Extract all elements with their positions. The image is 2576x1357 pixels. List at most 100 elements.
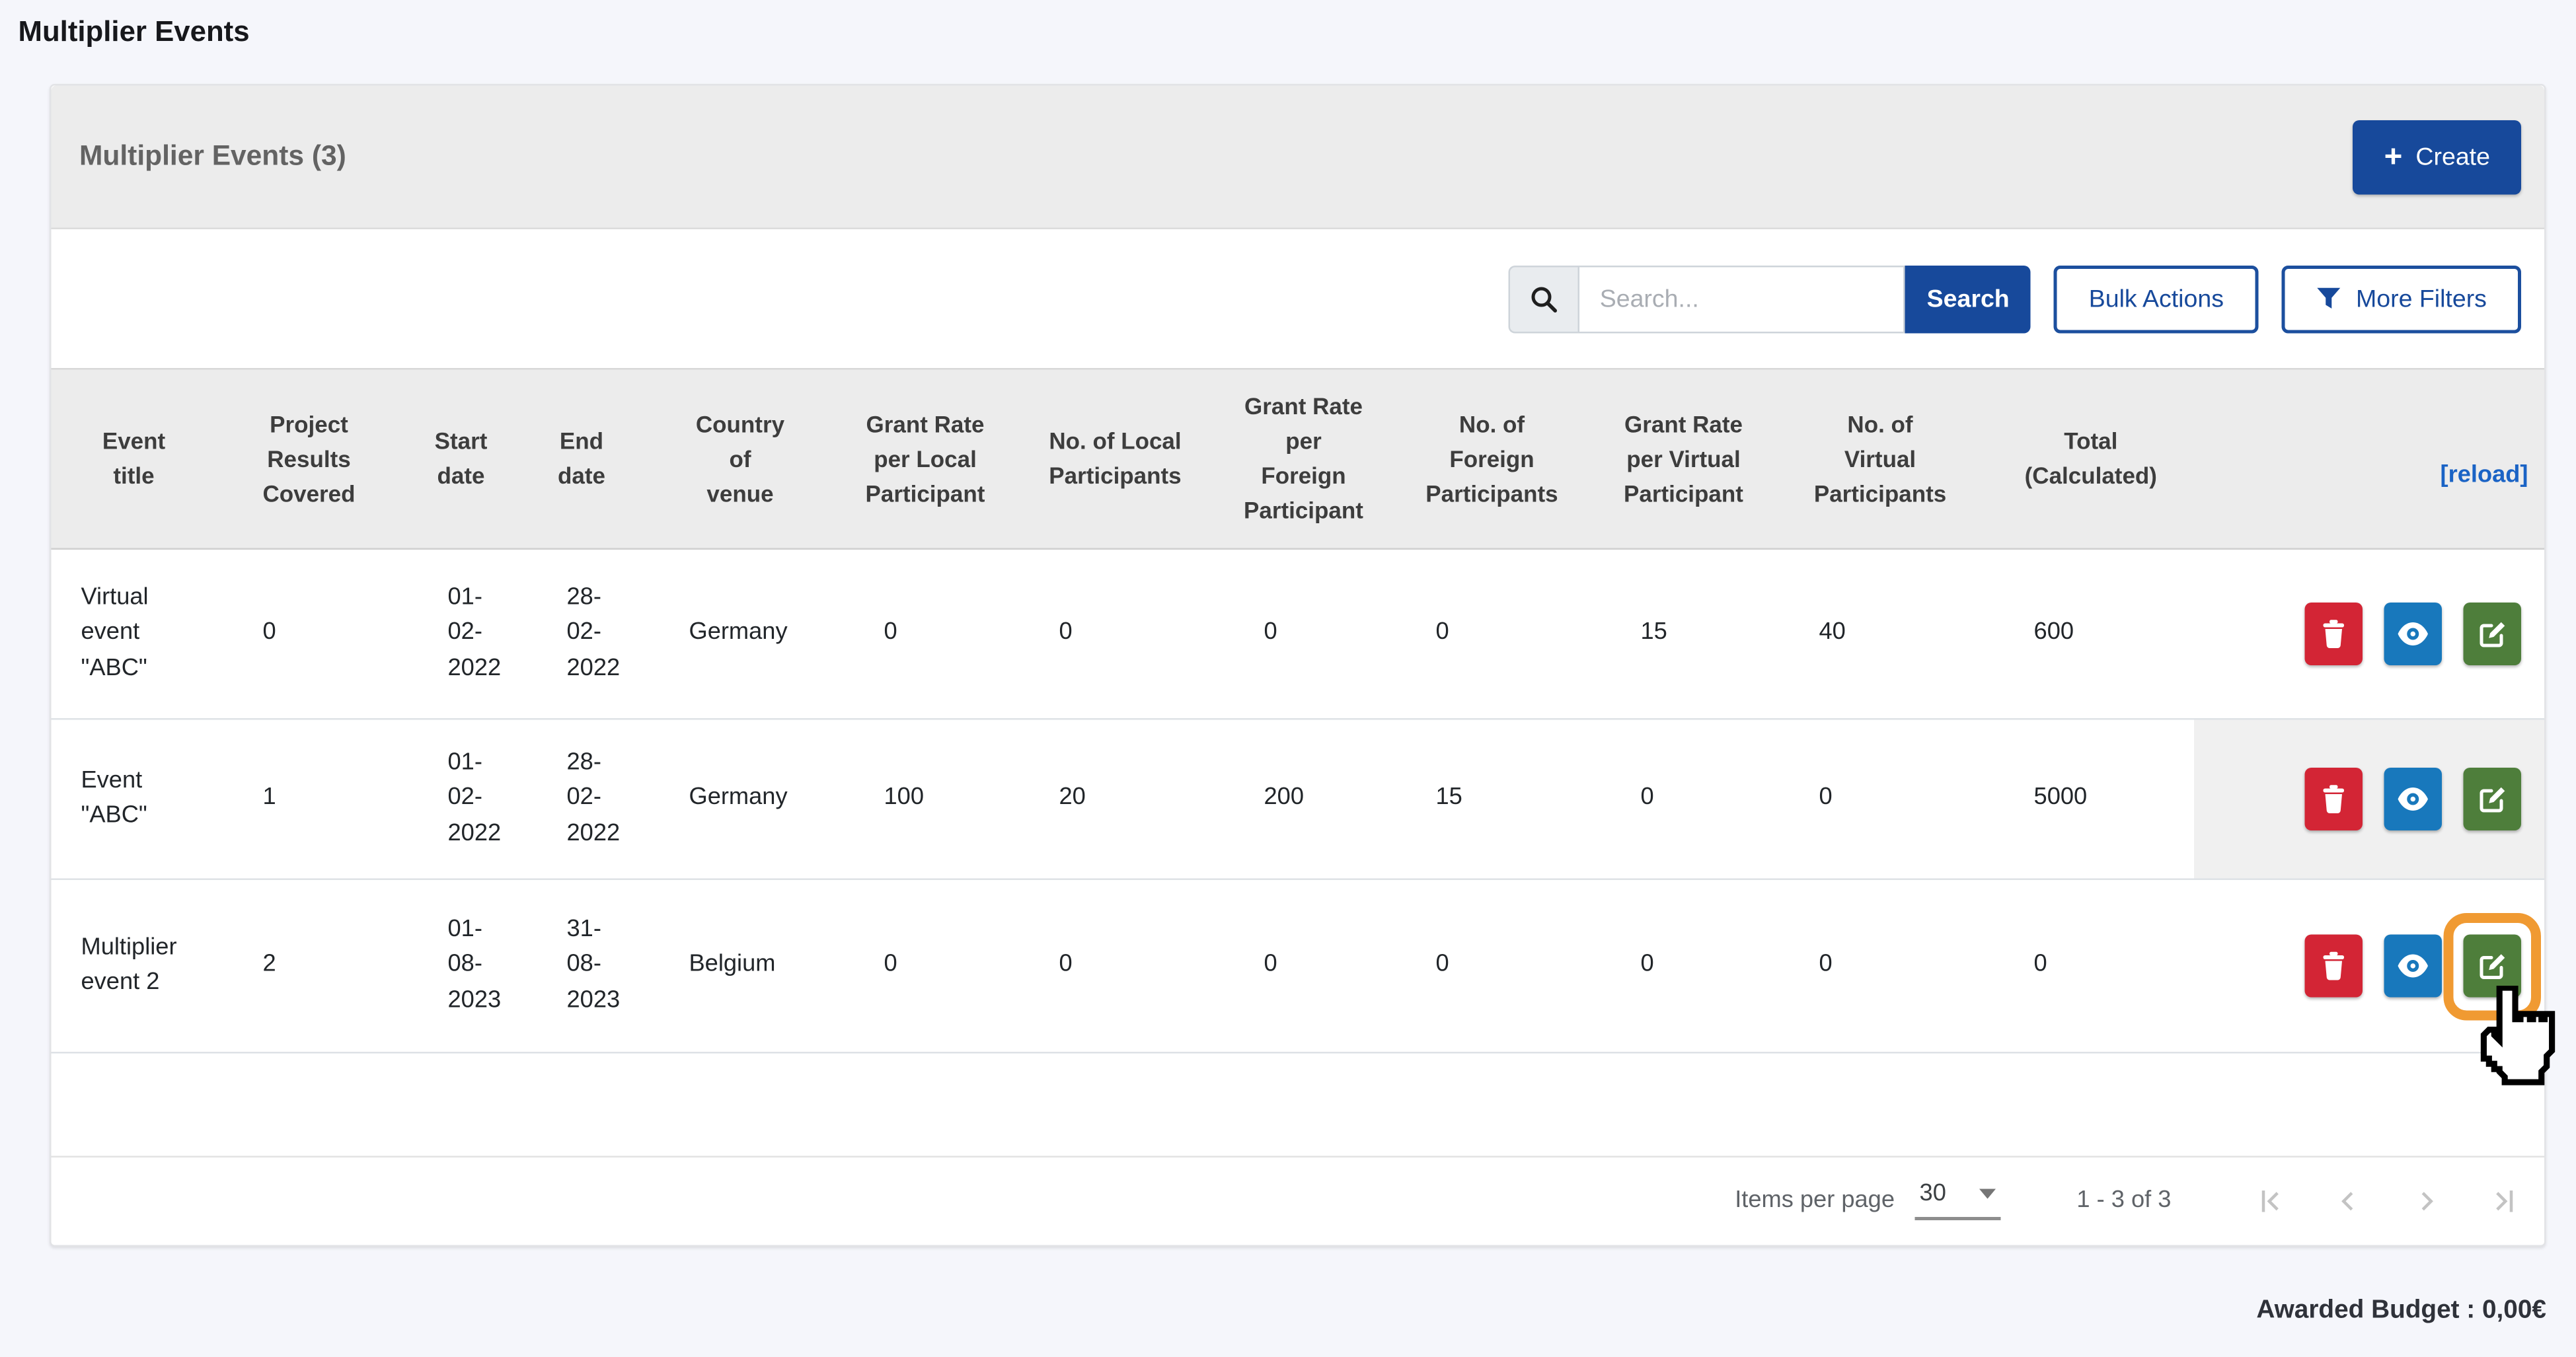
- cell-project-results: 2: [217, 879, 402, 1053]
- delete-button[interactable]: [2305, 603, 2363, 665]
- table-row: Event "ABC" 1 01-02-2022 28-02-2022 Germ…: [52, 719, 2545, 879]
- last-page-icon: [2490, 1187, 2519, 1215]
- multiplier-events-panel: Multiplier Events (3) + Create Search Bu…: [50, 84, 2546, 1246]
- events-table: Event title Project Results Covered Star…: [52, 368, 2545, 1155]
- empty-row: [52, 1052, 2545, 1155]
- view-button[interactable]: [2384, 768, 2443, 830]
- more-filters-button[interactable]: More Filters: [2282, 265, 2522, 333]
- search-icon: [1509, 265, 1578, 333]
- cell-end-date: 28-02-2022: [521, 719, 643, 879]
- edit-button[interactable]: [2464, 935, 2522, 998]
- previous-page-button[interactable]: [2335, 1187, 2363, 1215]
- edit-icon: [2478, 784, 2507, 814]
- cell-actions: [2194, 879, 2544, 1053]
- page-title: Multiplier Events: [19, 15, 2576, 50]
- next-page-button[interactable]: [2412, 1187, 2441, 1215]
- plus-icon: +: [2384, 141, 2403, 172]
- cell-actions: [2194, 719, 2544, 879]
- col-header-event-title: Event title: [52, 369, 217, 549]
- cell-no-foreign: 0: [1390, 879, 1595, 1053]
- next-page-icon: [2412, 1187, 2441, 1215]
- cell-country: Belgium: [643, 879, 838, 1053]
- cell-actions: [2194, 549, 2544, 719]
- items-per-page-label: Items per page: [1735, 1187, 1895, 1214]
- page-range-label: 1 - 3 of 3: [2076, 1187, 2171, 1214]
- dropdown-arrow-icon: [1979, 1189, 1996, 1199]
- cell-grant-virtual: 0: [1595, 719, 1773, 879]
- cell-project-results: 0: [217, 549, 402, 719]
- filter-funnel-icon: [2316, 287, 2341, 311]
- awarded-budget-label: Awarded Budget : 0,00€: [0, 1296, 2576, 1325]
- cell-event-title: Multiplier event 2: [52, 879, 217, 1053]
- create-button[interactable]: + Create: [2353, 120, 2521, 194]
- cell-event-title: Event "ABC": [52, 719, 217, 879]
- create-button-label: Create: [2415, 143, 2490, 171]
- edit-icon: [2478, 619, 2507, 649]
- last-page-button[interactable]: [2490, 1187, 2519, 1215]
- items-per-page-select[interactable]: 30: [1914, 1181, 2000, 1220]
- col-header-no-virtual: No. of Virtual Participants: [1773, 369, 1988, 549]
- col-header-grant-local: Grant Rate per Local Participant: [838, 369, 1013, 549]
- col-header-start-date: Start date: [402, 369, 521, 549]
- trash-icon: [2320, 619, 2348, 649]
- col-header-no-foreign: No. of Foreign Participants: [1390, 369, 1595, 549]
- cell-grant-foreign: 200: [1218, 719, 1390, 879]
- panel-title: Multiplier Events (3): [79, 140, 346, 173]
- cell-no-local: 20: [1013, 719, 1218, 879]
- edit-button[interactable]: [2464, 603, 2522, 665]
- view-button[interactable]: [2384, 935, 2443, 998]
- search-input[interactable]: [1578, 265, 1905, 333]
- view-button[interactable]: [2384, 603, 2443, 665]
- page: Multiplier Events Multiplier Events (3) …: [0, 15, 2576, 1357]
- panel-header: Multiplier Events (3) + Create: [52, 86, 2545, 230]
- cell-country: Germany: [643, 719, 838, 879]
- cell-project-results: 1: [217, 719, 402, 879]
- col-header-country: Country of venue: [643, 369, 838, 549]
- col-header-grant-foreign: Grant Rate per Foreign Participant: [1218, 369, 1390, 549]
- cell-start-date: 01-08-2023: [402, 879, 521, 1053]
- cell-no-virtual: 40: [1773, 549, 1988, 719]
- cell-no-local: 0: [1013, 879, 1218, 1053]
- cell-grant-local: 0: [838, 549, 1013, 719]
- trash-icon: [2320, 784, 2348, 814]
- cell-no-foreign: 15: [1390, 719, 1595, 879]
- toolbar: Search Bulk Actions More Filters: [52, 229, 2545, 368]
- search-button[interactable]: Search: [1905, 265, 2031, 333]
- table-row: Virtual event "ABC" 0 01-02-2022 28-02-2…: [52, 549, 2545, 719]
- delete-button[interactable]: [2305, 768, 2363, 830]
- col-header-grant-virtual: Grant Rate per Virtual Participant: [1595, 369, 1773, 549]
- more-filters-label: More Filters: [2356, 285, 2487, 313]
- delete-button[interactable]: [2305, 935, 2363, 998]
- cell-no-local: 0: [1013, 549, 1218, 719]
- cell-grant-virtual: 0: [1595, 879, 1773, 1053]
- cell-no-virtual: 0: [1773, 719, 1988, 879]
- edit-button[interactable]: [2464, 768, 2522, 830]
- cell-total: 600: [1988, 549, 2195, 719]
- col-header-no-local: No. of Local Participants: [1013, 369, 1218, 549]
- items-per-page-value: 30: [1920, 1181, 1946, 1207]
- trash-icon: [2320, 951, 2348, 981]
- cell-grant-foreign: 0: [1218, 879, 1390, 1053]
- col-header-actions: [reload]: [2194, 369, 2544, 549]
- eye-icon: [2398, 955, 2429, 978]
- cell-grant-local: 0: [838, 879, 1013, 1053]
- cell-no-foreign: 0: [1390, 549, 1595, 719]
- cell-total: 0: [1988, 879, 2195, 1053]
- paginator: Items per page 30 1 - 3 of 3: [52, 1155, 2545, 1244]
- cell-grant-local: 100: [838, 719, 1013, 879]
- cell-end-date: 28-02-2022: [521, 549, 643, 719]
- cell-country: Germany: [643, 549, 838, 719]
- cell-grant-foreign: 0: [1218, 549, 1390, 719]
- cell-no-virtual: 0: [1773, 879, 1988, 1053]
- eye-icon: [2398, 622, 2429, 645]
- cell-start-date: 01-02-2022: [402, 549, 521, 719]
- col-header-end-date: End date: [521, 369, 643, 549]
- cell-total: 5000: [1988, 719, 2195, 879]
- bulk-actions-button[interactable]: Bulk Actions: [2054, 265, 2258, 333]
- eye-icon: [2398, 788, 2429, 811]
- previous-page-icon: [2335, 1187, 2363, 1215]
- col-header-total: Total (Calculated): [1988, 369, 2195, 549]
- table-row: Multiplier event 2 2 01-08-2023 31-08-20…: [52, 879, 2545, 1053]
- reload-link[interactable]: [reload]: [2441, 462, 2528, 489]
- first-page-button[interactable]: [2257, 1187, 2285, 1215]
